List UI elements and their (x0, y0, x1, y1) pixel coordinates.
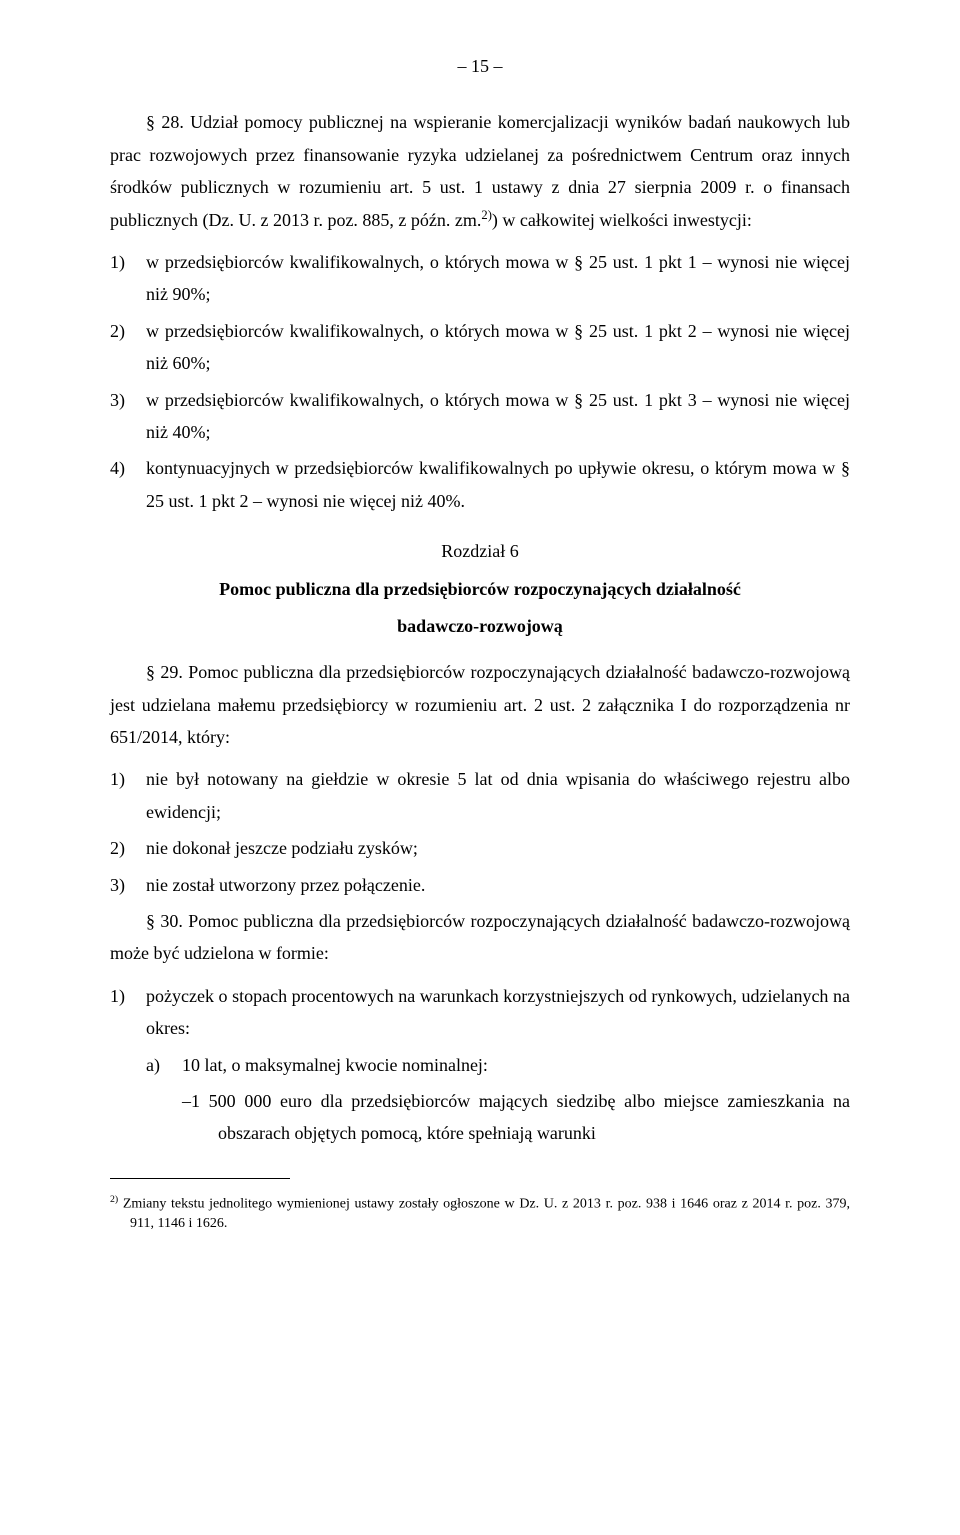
list-text: w przedsiębiorców kwalifikowalnych, o kt… (146, 390, 850, 442)
list-number: 3) (110, 384, 146, 416)
p28-item-3: 3)w przedsiębiorców kwalifikowalnych, o … (110, 384, 850, 449)
p29-item-2: 2)nie dokonał jeszcze podziału zysków; (110, 832, 850, 864)
footnote-marker: 2) (110, 1194, 118, 1205)
paragraph-30: § 30. Pomoc publiczna dla przedsiębiorcó… (110, 905, 850, 970)
list-text: 1 500 000 euro dla przedsiębiorców mając… (191, 1091, 850, 1143)
list-text: kontynuacyjnych w przedsiębiorców kwalif… (146, 458, 850, 510)
chapter-title-line1: Pomoc publiczna dla przedsiębiorców rozp… (110, 573, 850, 605)
paragraph-29: § 29. Pomoc publiczna dla przedsiębiorcó… (110, 656, 850, 753)
p28-item-2: 2)w przedsiębiorców kwalifikowalnych, o … (110, 315, 850, 380)
p30-item-1a-dash: –1 500 000 euro dla przedsiębiorców mają… (110, 1085, 850, 1150)
list-text: 10 lat, o maksymalnej kwocie nominalnej: (182, 1055, 488, 1075)
paragraph-28-lead: § 28. Udział pomocy publicznej na wspier… (110, 106, 850, 236)
list-number: 2) (110, 832, 146, 864)
list-text: nie dokonał jeszcze podziału zysków; (146, 838, 418, 858)
list-text: w przedsiębiorców kwalifikowalnych, o kt… (146, 252, 850, 304)
document-page: – 15 – § 28. Udział pomocy publicznej na… (0, 0, 960, 1298)
p30-item-1: 1)pożyczek o stopach procentowych na war… (110, 980, 850, 1045)
paragraph-28-text-b: ) w całkowitej wielkości inwestycji: (492, 210, 752, 230)
footnote-separator (110, 1178, 290, 1179)
p28-item-4: 4)kontynuacyjnych w przedsiębiorców kwal… (110, 452, 850, 517)
list-letter: a) (146, 1049, 182, 1081)
chapter-title-line2: badawczo-rozwojową (110, 610, 850, 642)
p28-item-1: 1)w przedsiębiorców kwalifikowalnych, o … (110, 246, 850, 311)
footnote-ref-2: 2) (481, 208, 492, 222)
list-text: pożyczek o stopach procentowych na warun… (146, 986, 850, 1038)
list-number: 1) (110, 246, 146, 278)
list-number: 1) (110, 763, 146, 795)
p30-item-1a: a)10 lat, o maksymalnej kwocie nominalne… (110, 1049, 850, 1081)
list-number: 1) (110, 980, 146, 1012)
list-number: 2) (110, 315, 146, 347)
p29-item-1: 1)nie był notowany na giełdzie w okresie… (110, 763, 850, 828)
list-text: nie został utworzony przez połączenie. (146, 875, 425, 895)
list-number: 3) (110, 869, 146, 901)
list-number: 4) (110, 452, 146, 484)
footnote-2: 2) Zmiany tekstu jednolitego wymienionej… (110, 1193, 850, 1234)
dash-marker: – (182, 1091, 191, 1111)
page-number: – 15 – (110, 50, 850, 82)
chapter-label: Rozdział 6 (110, 535, 850, 567)
list-text: nie był notowany na giełdzie w okresie 5… (146, 769, 850, 821)
footnote-text: Zmiany tekstu jednolitego wymienionej us… (123, 1196, 850, 1231)
list-text: w przedsiębiorców kwalifikowalnych, o kt… (146, 321, 850, 373)
p29-item-3: 3)nie został utworzony przez połączenie. (110, 869, 850, 901)
